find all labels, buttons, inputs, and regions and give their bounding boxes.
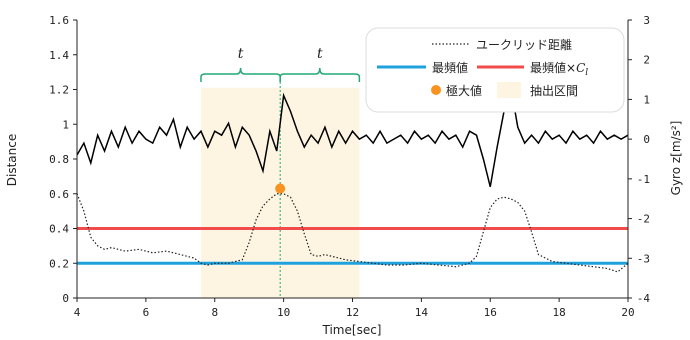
x-tick-label: 18 [553,306,566,319]
y-right-tick-label: 0 [643,133,650,146]
euclid-distance-line [76,193,629,273]
y-right-tick-label: -1 [637,173,650,186]
x-tick-label: 4 [74,306,81,319]
y-left-tick-label: 0.2 [49,257,69,270]
legend-extract-label: 抽出区間 [530,84,578,98]
interval-label-left: t [238,46,244,62]
x-axis-label: Time[sec] [322,323,382,337]
legend-extract-swatch [497,82,521,98]
y-right-tick-label: 3 [643,14,650,27]
y-left-tick-label: 1.4 [49,49,69,62]
y-ticks-right: -4 -3 -2 -1 0 1 2 3 [628,14,650,305]
y-axis-right-label: Gyro z[m/s²] [669,121,683,196]
x-tick-label: 12 [346,306,359,319]
x-tick-label: 8 [211,306,218,319]
x-tick-label: 10 [277,306,290,319]
legend-euclid-label: ユークリッド距離 [476,38,572,52]
legend-mode-label: 最頻値 [432,60,468,75]
x-tick-label: 20 [621,306,634,319]
gyro-line [76,87,629,187]
legend: ユークリッド距離 最頻値 最頻値×Cl 極大値 抽出区間 [365,27,625,113]
y-axis-left-label: Distance [5,134,19,186]
legend-box [365,27,625,113]
legend-max-label: 極大値 [446,83,482,98]
interval-label-right: t [317,46,323,62]
y-left-tick-label: 0 [62,292,69,305]
interval-brace-right [279,67,361,82]
y-right-tick-label: -3 [637,252,650,265]
maximum-point [275,183,286,194]
y-right-tick-label: 2 [643,54,650,67]
y-left-tick-label: 0.4 [49,223,69,236]
y-right-tick-label: -2 [637,213,650,226]
x-ticks: 4 6 8 10 12 14 16 18 20 [74,298,635,319]
y-right-tick-label: -4 [637,292,651,305]
y-left-tick-label: 0.6 [49,188,69,201]
interval-brace-left [200,67,281,82]
y-left-tick-label: 1.6 [49,14,69,27]
y-right-tick-label: 1 [643,93,650,106]
x-tick-label: 14 [415,306,429,319]
x-tick-label: 6 [143,306,150,319]
y-ticks-left: 0 0.2 0.4 0.6 0.8 1 1.2 1.4 1.6 [49,14,77,305]
legend-max-swatch [431,85,441,95]
legend-mode-c-label: 最頻値×Cl [530,60,588,78]
x-tick-label: 16 [484,306,497,319]
y-left-tick-label: 1.2 [49,84,69,97]
y-left-tick-label: 1 [62,118,69,131]
y-left-tick-label: 0.8 [49,153,69,166]
